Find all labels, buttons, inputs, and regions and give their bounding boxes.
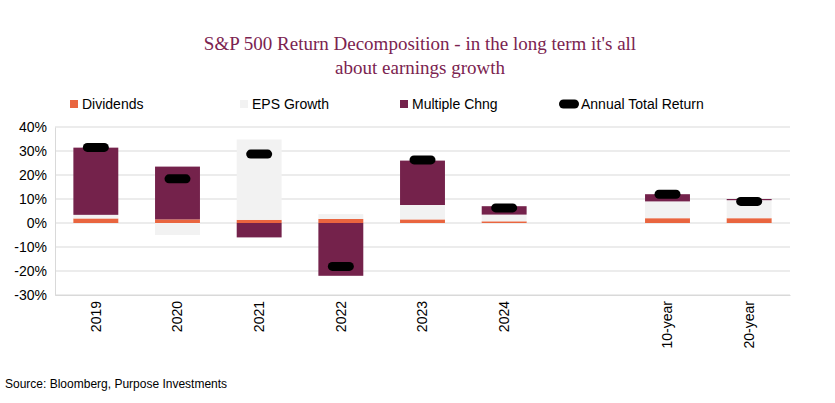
legend-label: Multiple Chng [412,96,498,112]
x-tick-label: 2021 [251,301,267,332]
y-tick: 10% [19,191,55,207]
grid [55,127,790,295]
x-tick: 2021 [251,301,267,332]
y-tick: -10% [14,239,55,255]
bar [318,223,363,276]
bar [400,161,445,205]
bar [155,223,200,235]
bar [482,215,527,222]
y-tick: 20% [19,167,55,183]
bar-series [73,148,771,276]
bar [318,219,363,223]
source: Source: Bloomberg, Purpose Investments [5,377,227,391]
x-tick: 20-year [741,301,757,349]
x-tick-label: 2020 [169,301,185,332]
x-tick: 2024 [496,301,512,332]
bar [73,215,118,219]
grid-line [55,271,790,272]
bar [318,214,363,219]
y-tick: 0% [27,215,55,231]
y-tick-label: 10% [19,191,47,207]
total-marker [246,150,272,159]
legend-label: EPS Growth [252,96,329,112]
y-tick-label: 20% [19,167,47,183]
bar [73,148,118,215]
bar [482,221,527,223]
y-tick: 30% [19,143,55,159]
y-axis-line [55,128,56,296]
bar [400,219,445,223]
legend-swatch [240,100,248,108]
legend-item: Dividends [70,96,143,112]
total-marker [655,190,681,199]
y-tick: -20% [14,263,55,279]
total-marker [328,262,354,271]
total-marker [491,203,517,212]
legend-item: EPS Growth [240,96,329,112]
bar [155,167,200,220]
legend-item: Annual Total Return [559,96,704,112]
bar [727,218,772,223]
y-tick-label: 40% [19,119,47,135]
x-tick: 2019 [88,301,104,332]
plot-area [73,139,771,275]
x-tick: 2023 [414,301,430,332]
total-marker [410,155,436,164]
title: S&P 500 Return Decomposition - in the lo… [204,33,636,78]
bar [237,139,282,219]
legend-swatch [70,100,78,108]
x-tick-label: 20-year [741,301,757,349]
x-tick: 2022 [333,301,349,332]
legend-item: Multiple Chng [400,96,498,112]
total-marker [83,143,109,152]
bar [237,223,282,237]
y-tick-label: 30% [19,143,47,159]
bar-series [73,139,771,235]
bar [645,201,690,218]
legend: Dividends EPS Growth Multiple Chng Annual T… [70,96,704,112]
legend-swatch [559,100,579,109]
total-marker [165,174,191,183]
y-tick-label: -20% [14,263,47,279]
x-tick-label: 10-year [659,301,675,349]
bar [237,220,282,223]
y-tick-label: 0% [27,215,47,231]
x-axis-line [56,295,791,296]
x-tick-label: 2022 [333,301,349,332]
x-tick: 2020 [169,301,185,332]
y-tick: 40% [19,119,55,135]
x-axis: 2019 2020 2021 2022 2023 2024 10-year 20-year [56,296,791,349]
y-tick: -30% [14,287,55,303]
bar [73,218,118,223]
grid-line [55,295,790,296]
bar [400,205,445,219]
legend-swatch [400,100,408,108]
y-axis: -30% -20% -10% 0% 10% 20% 30% 40% [14,119,55,303]
grid-line [55,127,790,128]
marker-series [83,143,762,271]
total-marker [736,197,762,206]
chart: S&P 500 Return Decomposition - in the lo… [0,0,835,403]
bar [645,218,690,223]
x-tick-label: 2019 [88,301,104,332]
x-tick: 10-year [659,301,675,349]
y-tick-label: -30% [14,287,47,303]
x-tick-label: 2024 [496,301,512,332]
x-tick-label: 2023 [414,301,430,332]
grid-line [55,151,790,152]
legend-label: Dividends [82,96,143,112]
legend-label: Annual Total Return [581,96,704,112]
bar [155,219,200,223]
grid-line [55,247,790,248]
y-tick-label: -10% [14,239,47,255]
